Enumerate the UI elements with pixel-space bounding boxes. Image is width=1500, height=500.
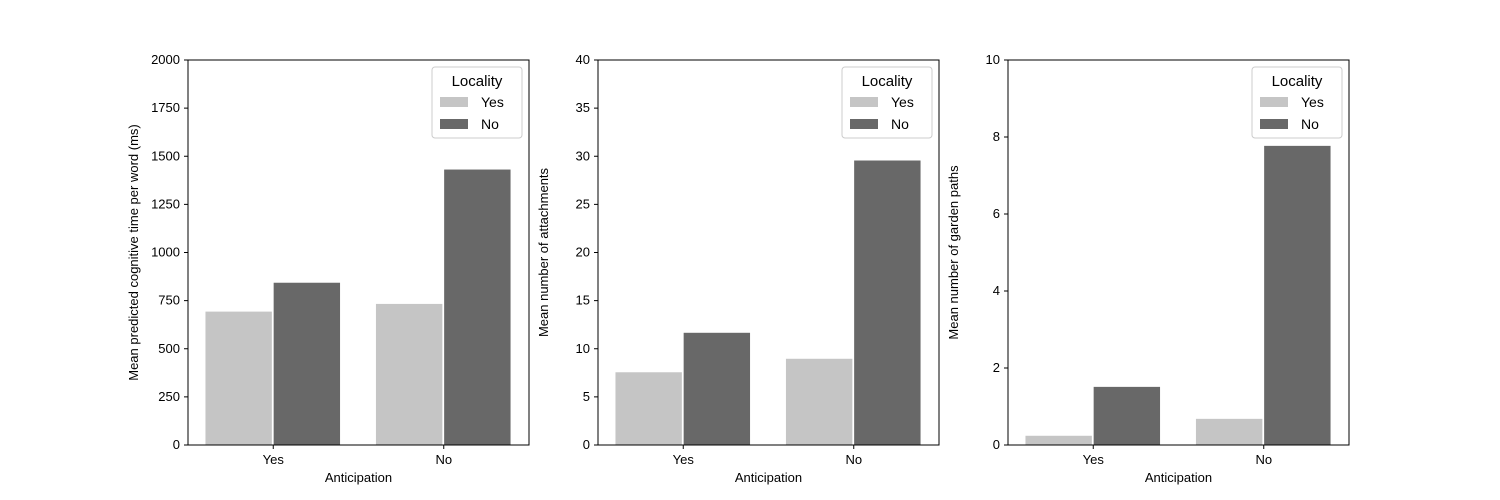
- axes-frame: [1007, 59, 1350, 446]
- legend-swatch-no: [440, 119, 468, 129]
- y-tick-label: 1250: [151, 196, 180, 211]
- x-tick-label: No: [435, 452, 452, 467]
- legend: Locality Yes No: [1251, 66, 1343, 139]
- chart-panel-1: 0 250 500 750 1000 1250 1500 1750 2000 Yes No Antic…: [126, 52, 530, 485]
- x-tick-label: Yes: [263, 452, 285, 467]
- y-axis-label: Mean number of attachments: [536, 167, 551, 337]
- bar-no-no: [443, 168, 512, 446]
- y-tick-label: 10: [986, 52, 1000, 67]
- legend: Locality Yes No: [431, 66, 523, 139]
- y-tick-label: 500: [158, 341, 180, 356]
- legend-label-no: No: [481, 116, 499, 132]
- y-tick-label: 8: [993, 129, 1000, 144]
- legend-label-no: No: [891, 116, 909, 132]
- y-tick-label: 4: [993, 283, 1000, 298]
- legend-swatch-yes: [440, 97, 468, 107]
- bar-no-no: [853, 159, 922, 446]
- y-tick-label: 30: [576, 148, 590, 163]
- legend-swatch-yes: [850, 97, 878, 107]
- axes-frame: [187, 59, 530, 446]
- bar-yes-yes: [1024, 434, 1093, 446]
- legend-label-yes: Yes: [891, 94, 914, 110]
- bar-yes-no: [785, 357, 854, 446]
- legend-swatch-no: [1260, 119, 1288, 129]
- y-axis-label: Mean number of garden paths: [946, 165, 961, 340]
- y-tick-label: 40: [576, 52, 590, 67]
- bar-yes-yes: [204, 310, 273, 446]
- y-tick-label: 6: [993, 206, 1000, 221]
- y-tick-label: 15: [576, 293, 590, 308]
- x-tick-label: Yes: [1083, 452, 1105, 467]
- bar-yes-yes: [614, 371, 683, 446]
- y-tick-label: 1500: [151, 148, 180, 163]
- y-tick-label: 0: [173, 437, 180, 452]
- legend-label-yes: Yes: [1301, 94, 1324, 110]
- chart-panel-3: 0 2 4 6 8 10 Yes No Anticipation Mean number of g…: [946, 52, 1350, 485]
- x-axis-label: Anticipation: [325, 470, 392, 485]
- x-tick-label: Yes: [673, 452, 695, 467]
- y-tick-label: 20: [576, 245, 590, 260]
- bar-no-yes: [682, 331, 751, 446]
- x-axis-label: Anticipation: [735, 470, 802, 485]
- bar-no-yes: [1092, 386, 1161, 446]
- legend-label-no: No: [1301, 116, 1319, 132]
- y-tick-label: 2: [993, 360, 1000, 375]
- bar-no-yes: [272, 281, 341, 446]
- x-tick-label: No: [1255, 452, 1272, 467]
- y-tick-label: 35: [576, 100, 590, 115]
- bar-no-no: [1263, 145, 1332, 446]
- legend-label-yes: Yes: [481, 94, 504, 110]
- y-tick-label: 25: [576, 196, 590, 211]
- legend-title: Locality: [1272, 73, 1323, 90]
- y-tick-label: 2000: [151, 52, 180, 67]
- y-tick-label: 250: [158, 389, 180, 404]
- legend: Locality Yes No: [841, 66, 933, 139]
- axes-frame: [597, 59, 940, 446]
- y-tick-label: 10: [576, 341, 590, 356]
- y-tick-label: 0: [583, 437, 590, 452]
- y-tick-label: 5: [583, 389, 590, 404]
- legend-swatch-no: [850, 119, 878, 129]
- x-tick-label: No: [845, 452, 862, 467]
- y-tick-label: 750: [158, 293, 180, 308]
- x-axis-label: Anticipation: [1145, 470, 1212, 485]
- legend-title: Locality: [862, 73, 913, 90]
- legend-swatch-yes: [1260, 97, 1288, 107]
- y-axis-label: Mean predicted cognitive time per word (…: [126, 124, 141, 381]
- y-tick-label: 0: [993, 437, 1000, 452]
- bar-yes-no: [1195, 418, 1264, 446]
- legend-title: Locality: [452, 73, 503, 90]
- bar-yes-no: [375, 303, 444, 446]
- chart-panel-2: 0 5 10 15 20 25 30 35 40 Yes No Anticipation Mean nu…: [536, 52, 940, 485]
- y-tick-label: 1750: [151, 100, 180, 115]
- y-tick-label: 1000: [151, 245, 180, 260]
